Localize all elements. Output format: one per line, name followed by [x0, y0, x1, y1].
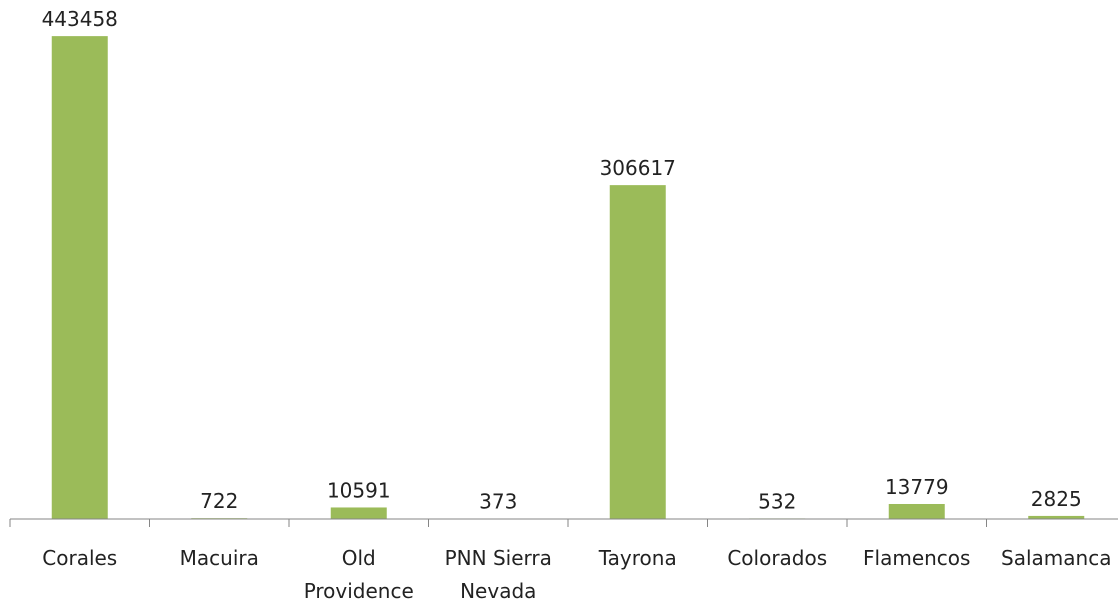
x-tick-label: Salamanca	[991, 542, 1118, 575]
value-label: 306617	[600, 156, 676, 180]
x-tick-label: Flamencos	[852, 542, 982, 575]
value-label: 373	[479, 490, 517, 514]
value-label: 2825	[1031, 487, 1082, 511]
value-label: 13779	[885, 475, 949, 499]
x-tick-label: PNN Sierra Nevada	[433, 542, 563, 608]
value-label: 532	[758, 489, 796, 513]
value-label: 443458	[42, 7, 118, 31]
bar	[52, 36, 108, 519]
x-tick-label: Colorados	[712, 542, 842, 575]
bar	[610, 185, 666, 519]
bar	[331, 507, 387, 519]
bar	[889, 504, 945, 519]
x-tick-label: Tayrona	[573, 542, 703, 575]
value-label: 10591	[327, 478, 391, 502]
x-tick-label: Old Providence	[294, 542, 424, 608]
x-tick-label: Macuira	[154, 542, 284, 575]
x-tick-label: Corales	[15, 542, 145, 575]
value-label: 722	[200, 489, 238, 513]
